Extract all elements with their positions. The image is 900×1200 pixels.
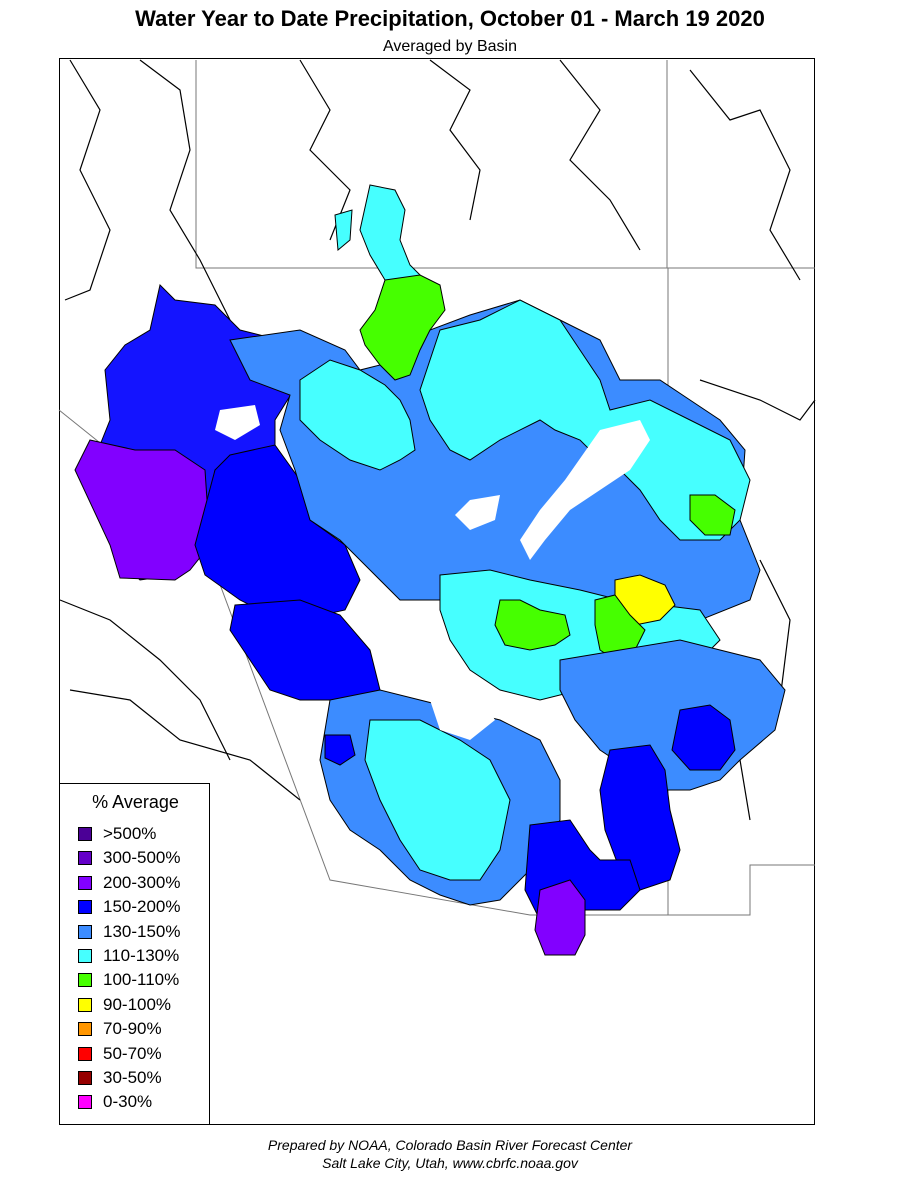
- basin-cyan-southwest: [364, 719, 511, 881]
- basin-dark-blue-small: [324, 734, 356, 766]
- legend-label: 300-500%: [103, 848, 181, 868]
- legend-swatch: [78, 949, 92, 963]
- legend-swatch: [78, 1022, 92, 1037]
- legend-label: 200-300%: [103, 872, 181, 892]
- basin-yampa: [419, 299, 751, 541]
- legend-item: 90-100%: [78, 993, 171, 1017]
- legend-swatch: [78, 924, 92, 939]
- basin-green-river-north: [359, 184, 421, 291]
- legend-swatch: [78, 827, 92, 841]
- legend-label: 90-100%: [103, 994, 172, 1014]
- legend-title: % Average: [92, 792, 179, 812]
- legend-item: 150-200%: [78, 895, 181, 919]
- legend-label: 50-70%: [103, 1043, 162, 1063]
- legend-label: 130-150%: [103, 921, 181, 941]
- legend-swatch: [78, 900, 92, 915]
- legend-item: 30-50%: [78, 1066, 162, 1090]
- legend-item: 100-110%: [78, 968, 179, 992]
- legend-swatch: [78, 1095, 92, 1110]
- legend-label: 110-130%: [103, 946, 180, 965]
- legend-swatch: [78, 851, 92, 866]
- legend-swatch: [78, 875, 92, 890]
- legend-label: 0-30%: [103, 1092, 153, 1112]
- basin-green-central: [494, 599, 571, 651]
- legend-label: 30-50%: [103, 1068, 162, 1087]
- legend-label: 70-90%: [103, 1019, 162, 1039]
- legend-box: % Average >500% 300-500% 200-300% 150-200% 1…: [59, 783, 210, 1125]
- basin-polygons: [74, 184, 786, 956]
- basin-lower-virgin: [229, 599, 381, 701]
- legend-swatch: [78, 1071, 92, 1085]
- legend-item: 110-130%: [78, 944, 179, 968]
- basin-gila-upper: [599, 744, 681, 891]
- basin-green-far-east: [689, 494, 736, 536]
- legend-item: 50-70%: [78, 1042, 162, 1066]
- legend-item: 300-500%: [78, 846, 181, 870]
- map-subtitle: Averaged by Basin: [382, 38, 517, 55]
- map-frame: [59, 58, 815, 1125]
- legend-item: 130-150%: [78, 920, 181, 944]
- legend-label: 100-110%: [103, 970, 180, 990]
- white-areas: [215, 405, 650, 740]
- legend-swatch: [78, 997, 92, 1012]
- footer-credit-line: Prepared by NOAA, Colorado Basin River F…: [267, 1137, 633, 1153]
- legend-item: 0-30%: [78, 1090, 152, 1114]
- basin-cyan-small: [334, 209, 353, 251]
- legend-swatch: [78, 1046, 92, 1061]
- map-title: Water Year to Date Precipitation, Octobe…: [135, 6, 765, 31]
- basin-san-juan: [559, 639, 786, 791]
- legend-swatch: [78, 973, 92, 988]
- basin-uinta: [299, 359, 416, 471]
- legend-item: 200-300%: [78, 871, 181, 895]
- legend-label: 150-200%: [103, 897, 181, 917]
- basin-purple-south: [534, 879, 586, 956]
- basin-purple-west: [74, 439, 211, 581]
- basin-dark-blue-east: [671, 704, 736, 771]
- legend-label: >500%: [103, 824, 157, 843]
- legend-item: >500%: [78, 822, 156, 846]
- basin-green-100: [359, 274, 446, 381]
- footer-location-line: Salt Lake City, Utah, www.cbrfc.noaa.gov: [322, 1155, 578, 1171]
- legend-item: 70-90%: [78, 1017, 162, 1041]
